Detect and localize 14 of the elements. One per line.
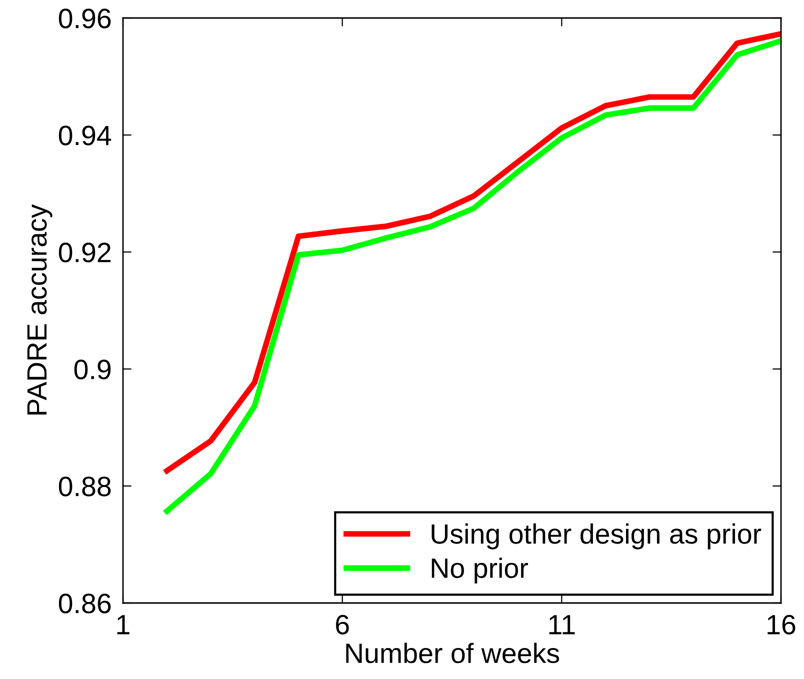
legend-label: Using other design as prior <box>432 523 762 550</box>
y-axis-title: PADRE accuracy <box>27 204 52 414</box>
x-tick-label: 1 <box>117 615 130 634</box>
legend-label: No prior <box>432 558 528 584</box>
y-tick-label: 0.9 <box>74 360 111 380</box>
y-tick-label: 0.92 <box>58 242 110 262</box>
x-tick-label: 6 <box>336 614 349 635</box>
x-tick-label: 16 <box>768 614 796 635</box>
y-tick-label: 0.96 <box>58 8 111 28</box>
x-tick-label: 11 <box>549 615 575 634</box>
y-tick-label: 0.88 <box>58 476 111 496</box>
y-tick-label: 0.86 <box>58 594 111 614</box>
x-axis-title: Number of weeks <box>346 642 560 664</box>
y-tick-label: 0.94 <box>58 126 112 146</box>
